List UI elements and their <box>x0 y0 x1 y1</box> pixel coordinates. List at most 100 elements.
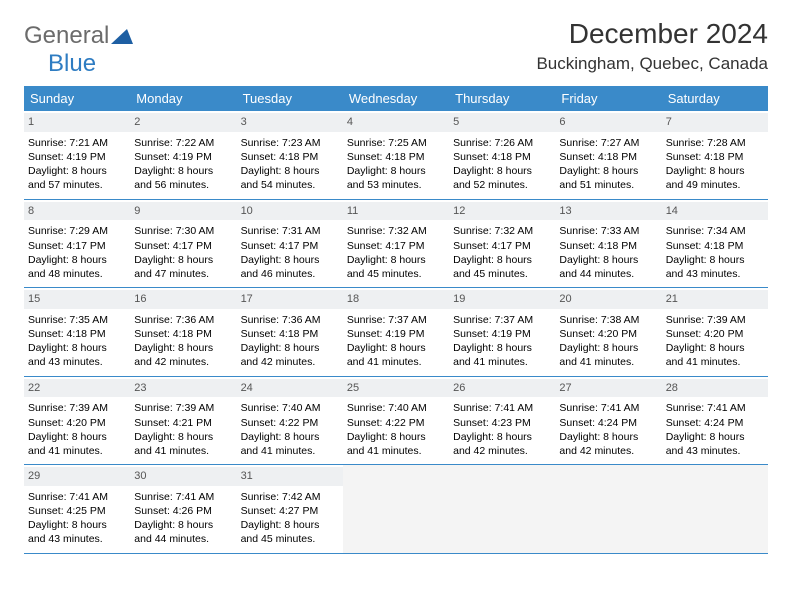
daylight-text: Daylight: 8 hours and 47 minutes. <box>134 253 232 281</box>
sunrise-text: Sunrise: 7:41 AM <box>559 401 657 415</box>
sunset-text: Sunset: 4:27 PM <box>241 504 339 518</box>
sunset-text: Sunset: 4:19 PM <box>453 327 551 341</box>
sunrise-text: Sunrise: 7:42 AM <box>241 490 339 504</box>
daylight-text: Daylight: 8 hours and 45 minutes. <box>453 253 551 281</box>
sunset-text: Sunset: 4:18 PM <box>134 327 232 341</box>
sunrise-text: Sunrise: 7:27 AM <box>559 136 657 150</box>
daylight-text: Daylight: 8 hours and 43 minutes. <box>666 430 764 458</box>
day-cell: 3Sunrise: 7:23 AMSunset: 4:18 PMDaylight… <box>237 111 343 199</box>
day-number: 10 <box>237 202 343 221</box>
sunrise-text: Sunrise: 7:41 AM <box>453 401 551 415</box>
sunset-text: Sunset: 4:20 PM <box>559 327 657 341</box>
day-cell: 24Sunrise: 7:40 AMSunset: 4:22 PMDayligh… <box>237 377 343 465</box>
day-cell: 27Sunrise: 7:41 AMSunset: 4:24 PMDayligh… <box>555 377 661 465</box>
day-cell: 10Sunrise: 7:31 AMSunset: 4:17 PMDayligh… <box>237 200 343 288</box>
daylight-text: Daylight: 8 hours and 48 minutes. <box>28 253 126 281</box>
daylight-text: Daylight: 8 hours and 44 minutes. <box>559 253 657 281</box>
day-number: 7 <box>662 113 768 132</box>
day-cell: 23Sunrise: 7:39 AMSunset: 4:21 PMDayligh… <box>130 377 236 465</box>
day-cell: 4Sunrise: 7:25 AMSunset: 4:18 PMDaylight… <box>343 111 449 199</box>
day-number: 20 <box>555 290 661 309</box>
day-cell: 11Sunrise: 7:32 AMSunset: 4:17 PMDayligh… <box>343 200 449 288</box>
day-cell: 9 Sunrise: 7:30 AMSunset: 4:17 PMDaylight… <box>130 200 236 288</box>
day-cell: 19Sunrise: 7:37 AMSunset: 4:19 PMDayligh… <box>449 288 555 376</box>
sunset-text: Sunset: 4:18 PM <box>453 150 551 164</box>
day-header-thursday: Thursday <box>449 86 555 111</box>
day-number: 25 <box>343 379 449 398</box>
sunset-text: Sunset: 4:18 PM <box>347 150 445 164</box>
sunrise-text: Sunrise: 7:38 AM <box>559 313 657 327</box>
sunrise-text: Sunrise: 7:41 AM <box>134 490 232 504</box>
sunrise-text: Sunrise: 7:37 AM <box>347 313 445 327</box>
day-number: 15 <box>24 290 130 309</box>
day-number: 6 <box>555 113 661 132</box>
month-title: December 2024 <box>536 18 768 50</box>
sunset-text: Sunset: 4:23 PM <box>453 416 551 430</box>
sunrise-text: Sunrise: 7:41 AM <box>28 490 126 504</box>
sunset-text: Sunset: 4:17 PM <box>241 239 339 253</box>
daylight-text: Daylight: 8 hours and 43 minutes. <box>28 518 126 546</box>
sunrise-text: Sunrise: 7:21 AM <box>28 136 126 150</box>
sunset-text: Sunset: 4:17 PM <box>134 239 232 253</box>
day-number: 31 <box>237 467 343 486</box>
sunset-text: Sunset: 4:19 PM <box>347 327 445 341</box>
day-cell: 22Sunrise: 7:39 AMSunset: 4:20 PMDayligh… <box>24 377 130 465</box>
sunrise-text: Sunrise: 7:39 AM <box>28 401 126 415</box>
day-header-saturday: Saturday <box>662 86 768 111</box>
day-number: 17 <box>237 290 343 309</box>
day-number: 3 <box>237 113 343 132</box>
sunset-text: Sunset: 4:18 PM <box>28 327 126 341</box>
sunset-text: Sunset: 4:25 PM <box>28 504 126 518</box>
daylight-text: Daylight: 8 hours and 44 minutes. <box>134 518 232 546</box>
day-cell: 17Sunrise: 7:36 AMSunset: 4:18 PMDayligh… <box>237 288 343 376</box>
week-row: 29Sunrise: 7:41 AMSunset: 4:25 PMDayligh… <box>24 465 768 554</box>
daylight-text: Daylight: 8 hours and 41 minutes. <box>559 341 657 369</box>
day-cell: 15Sunrise: 7:35 AMSunset: 4:18 PMDayligh… <box>24 288 130 376</box>
day-cell: 21Sunrise: 7:39 AMSunset: 4:20 PMDayligh… <box>662 288 768 376</box>
sunrise-text: Sunrise: 7:22 AM <box>134 136 232 150</box>
sunrise-text: Sunrise: 7:30 AM <box>134 224 232 238</box>
day-number: 13 <box>555 202 661 221</box>
sunrise-text: Sunrise: 7:25 AM <box>347 136 445 150</box>
day-cell: 12Sunrise: 7:32 AMSunset: 4:17 PMDayligh… <box>449 200 555 288</box>
daylight-text: Daylight: 8 hours and 41 minutes. <box>28 430 126 458</box>
logo: General Blue <box>24 22 133 78</box>
daylight-text: Daylight: 8 hours and 45 minutes. <box>347 253 445 281</box>
day-cell: 7Sunrise: 7:28 AMSunset: 4:18 PMDaylight… <box>662 111 768 199</box>
sunset-text: Sunset: 4:17 PM <box>347 239 445 253</box>
day-number: 9 <box>130 202 236 221</box>
day-number: 24 <box>237 379 343 398</box>
sunset-text: Sunset: 4:18 PM <box>559 239 657 253</box>
sunset-text: Sunset: 4:18 PM <box>666 150 764 164</box>
daylight-text: Daylight: 8 hours and 42 minutes. <box>241 341 339 369</box>
day-number: 28 <box>662 379 768 398</box>
logo-text-blue: Blue <box>48 50 133 78</box>
sunrise-text: Sunrise: 7:35 AM <box>28 313 126 327</box>
sunset-text: Sunset: 4:18 PM <box>559 150 657 164</box>
daylight-text: Daylight: 8 hours and 41 minutes. <box>347 430 445 458</box>
sunrise-text: Sunrise: 7:33 AM <box>559 224 657 238</box>
week-row: 15Sunrise: 7:35 AMSunset: 4:18 PMDayligh… <box>24 288 768 377</box>
day-cell <box>343 465 449 553</box>
day-cell <box>449 465 555 553</box>
daylight-text: Daylight: 8 hours and 41 minutes. <box>241 430 339 458</box>
day-number: 26 <box>449 379 555 398</box>
day-cell: 2Sunrise: 7:22 AMSunset: 4:19 PMDaylight… <box>130 111 236 199</box>
sunrise-text: Sunrise: 7:39 AM <box>666 313 764 327</box>
daylight-text: Daylight: 8 hours and 49 minutes. <box>666 164 764 192</box>
daylight-text: Daylight: 8 hours and 45 minutes. <box>241 518 339 546</box>
day-number: 23 <box>130 379 236 398</box>
sunset-text: Sunset: 4:19 PM <box>134 150 232 164</box>
day-cell <box>555 465 661 553</box>
day-number: 22 <box>24 379 130 398</box>
calendar-grid: Sunday Monday Tuesday Wednesday Thursday… <box>24 86 768 554</box>
sunrise-text: Sunrise: 7:29 AM <box>28 224 126 238</box>
day-cell: 18Sunrise: 7:37 AMSunset: 4:19 PMDayligh… <box>343 288 449 376</box>
daylight-text: Daylight: 8 hours and 52 minutes. <box>453 164 551 192</box>
day-cell: 26Sunrise: 7:41 AMSunset: 4:23 PMDayligh… <box>449 377 555 465</box>
day-number: 19 <box>449 290 555 309</box>
sunset-text: Sunset: 4:18 PM <box>666 239 764 253</box>
sunset-text: Sunset: 4:26 PM <box>134 504 232 518</box>
day-number: 5 <box>449 113 555 132</box>
title-block: December 2024 Buckingham, Quebec, Canada <box>536 18 768 74</box>
